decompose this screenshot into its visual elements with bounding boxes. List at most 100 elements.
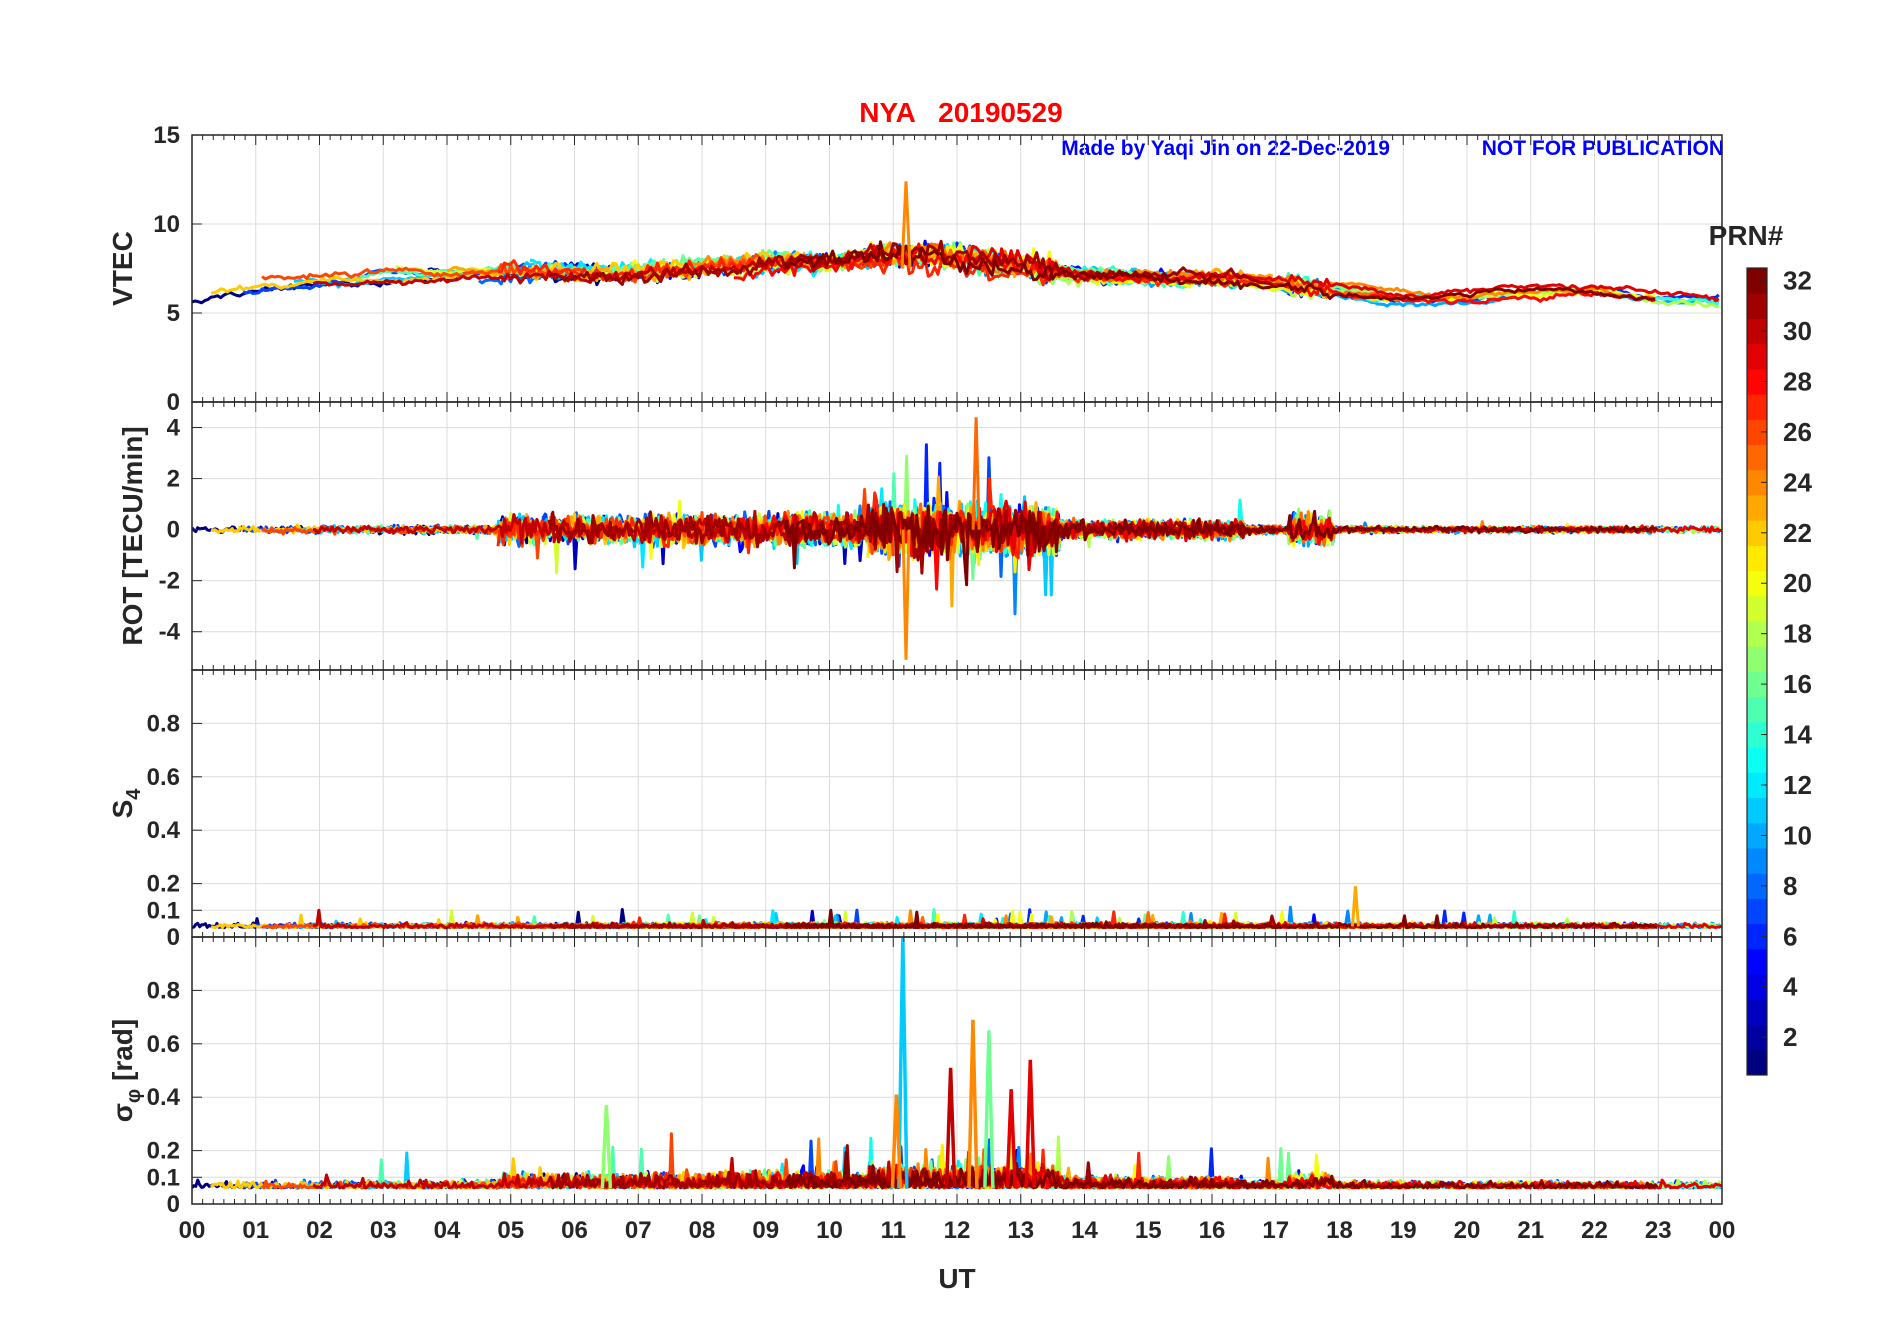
- spike: [944, 1067, 957, 1189]
- x-tick-label: 22: [1581, 1217, 1608, 1244]
- colorbar-tick-label: 12: [1783, 770, 1812, 800]
- colorbar-tick-label: 2: [1783, 1022, 1797, 1052]
- s4-max: [1350, 886, 1360, 927]
- spike: [983, 1030, 995, 1189]
- spike: [897, 937, 909, 1189]
- x-axis-label: UT: [938, 1263, 975, 1294]
- made-by-note: Made by Yaqi Jin on 22-Dec-2019: [1061, 137, 1390, 160]
- series-prn-32: [783, 240, 1656, 302]
- colorbar-swatch: [1747, 948, 1767, 975]
- spike: [600, 1105, 613, 1189]
- x-tick-label: 05: [497, 1217, 524, 1244]
- x-tick-label: 12: [944, 1217, 971, 1244]
- colorbar-swatch: [1747, 646, 1767, 672]
- x-axis: 00 01 02 03 04 05 06 07 08 09 10 11 12 13 14 15 16 17 18 19…: [179, 1217, 1736, 1244]
- x-tick-label: 00: [1709, 1217, 1736, 1244]
- colorbar-swatch: [1747, 545, 1767, 572]
- colorbar-tick-label: 22: [1783, 518, 1812, 548]
- x-tick-label: 13: [1007, 1217, 1034, 1244]
- colorbar-swatch: [1747, 822, 1767, 849]
- x-tick-label: 11: [881, 1217, 906, 1244]
- y-tick-label: 2: [167, 466, 180, 493]
- colorbar-swatch: [1747, 721, 1767, 748]
- series-prn-32: [783, 504, 1658, 587]
- y-tick-label: 0.6: [147, 764, 180, 791]
- colorbar-swatch: [1747, 696, 1767, 723]
- colorbar-tick-label: 4: [1783, 972, 1798, 1002]
- y-axis-label: VTEC: [107, 231, 138, 306]
- colorbar-tick-label: 32: [1783, 266, 1812, 296]
- y-tick-label: 0.1: [147, 897, 180, 924]
- colorbar-swatch: [1747, 898, 1767, 925]
- colorbar-tick-label: 18: [1783, 619, 1812, 649]
- y-tick-label: 0: [167, 389, 180, 416]
- y-tick-label: -2: [159, 568, 180, 595]
- panel-3: 00.10.2 0.4 0.6 0.8 S4: [107, 669, 1723, 951]
- x-tick-label: 07: [625, 1217, 652, 1244]
- colorbar-tick-label: 14: [1783, 720, 1812, 750]
- colorbar-swatch: [1747, 494, 1767, 521]
- colorbar-swatch: [1747, 520, 1767, 546]
- colorbar-tick-label: 6: [1783, 921, 1797, 951]
- rot-max: [971, 417, 981, 530]
- colorbar-swatch: [1747, 671, 1767, 698]
- y-tick-label: 0.4: [147, 817, 181, 844]
- x-tick-label: 15: [1135, 1217, 1162, 1244]
- x-tick-label: 23: [1645, 1217, 1672, 1244]
- colorbar-swatch: [1747, 293, 1767, 319]
- colorbar-tick-label: 26: [1783, 417, 1812, 447]
- colorbar-swatch: [1747, 974, 1767, 1000]
- series-prn-7: [242, 456, 1277, 568]
- y-tick-label: 0.2: [147, 871, 180, 898]
- colorbar-swatch: [1747, 595, 1767, 622]
- y-axis-label: σφ [rad]: [107, 1019, 145, 1122]
- colorbar-tick-label: 28: [1783, 366, 1812, 396]
- spike: [1024, 1059, 1037, 1189]
- vtec-peak: [900, 181, 912, 269]
- colorbar-swatch: [1747, 394, 1767, 420]
- x-tick-label: 16: [1199, 1217, 1226, 1244]
- y-tick-label: 0.1: [147, 1164, 180, 1191]
- x-tick-label: 21: [1517, 1217, 1544, 1244]
- y-tick-label: 5: [167, 300, 180, 327]
- colorbar-swatch: [1747, 368, 1767, 395]
- colorbar-swatch: [1747, 469, 1767, 496]
- y-tick-label: 0: [167, 1191, 180, 1218]
- spike: [967, 1019, 979, 1189]
- colorbar-swatch: [1747, 343, 1767, 370]
- colorbar-swatch: [1747, 873, 1767, 899]
- x-tick-label: 00: [179, 1217, 206, 1244]
- y-tick-label: 0.6: [147, 1031, 180, 1058]
- chart-title: NYA 20190529: [859, 97, 1062, 128]
- x-tick-label: 04: [434, 1217, 461, 1244]
- colorbar-swatch: [1747, 1024, 1767, 1051]
- colorbar-tick-label: 20: [1783, 568, 1812, 598]
- colorbar-tick-label: 30: [1783, 316, 1812, 346]
- series-prn-32: [783, 908, 1658, 930]
- y-tick-label: 0.2: [147, 1138, 180, 1165]
- colorbar-swatch: [1747, 999, 1767, 1026]
- colorbar-swatch: [1747, 923, 1767, 950]
- x-tick-label: 06: [561, 1217, 588, 1244]
- colorbar-frame: [1746, 267, 1768, 1076]
- y-tick-label: 10: [153, 211, 180, 238]
- x-tick-label: 01: [242, 1217, 269, 1244]
- colorbar-swatch: [1747, 570, 1767, 597]
- spike: [1005, 1089, 1017, 1189]
- colorbar-swatch: [1747, 419, 1767, 446]
- x-tick-label: 19: [1390, 1217, 1417, 1244]
- series-prn-32: [784, 1150, 1659, 1190]
- colorbar-swatch: [1747, 621, 1767, 647]
- series-prn-29: [968, 244, 1720, 303]
- x-tick-label: 18: [1326, 1217, 1353, 1244]
- colorbar-tick-label: 24: [1783, 467, 1812, 497]
- x-tick-label: 09: [752, 1217, 779, 1244]
- colorbar-swatch: [1747, 772, 1767, 799]
- y-tick-label: 15: [153, 122, 180, 149]
- traces: [192, 886, 1722, 930]
- y-tick-label: 0.8: [147, 710, 180, 737]
- colorbar-swatch: [1747, 268, 1767, 294]
- colorbar-swatch: [1747, 1049, 1767, 1076]
